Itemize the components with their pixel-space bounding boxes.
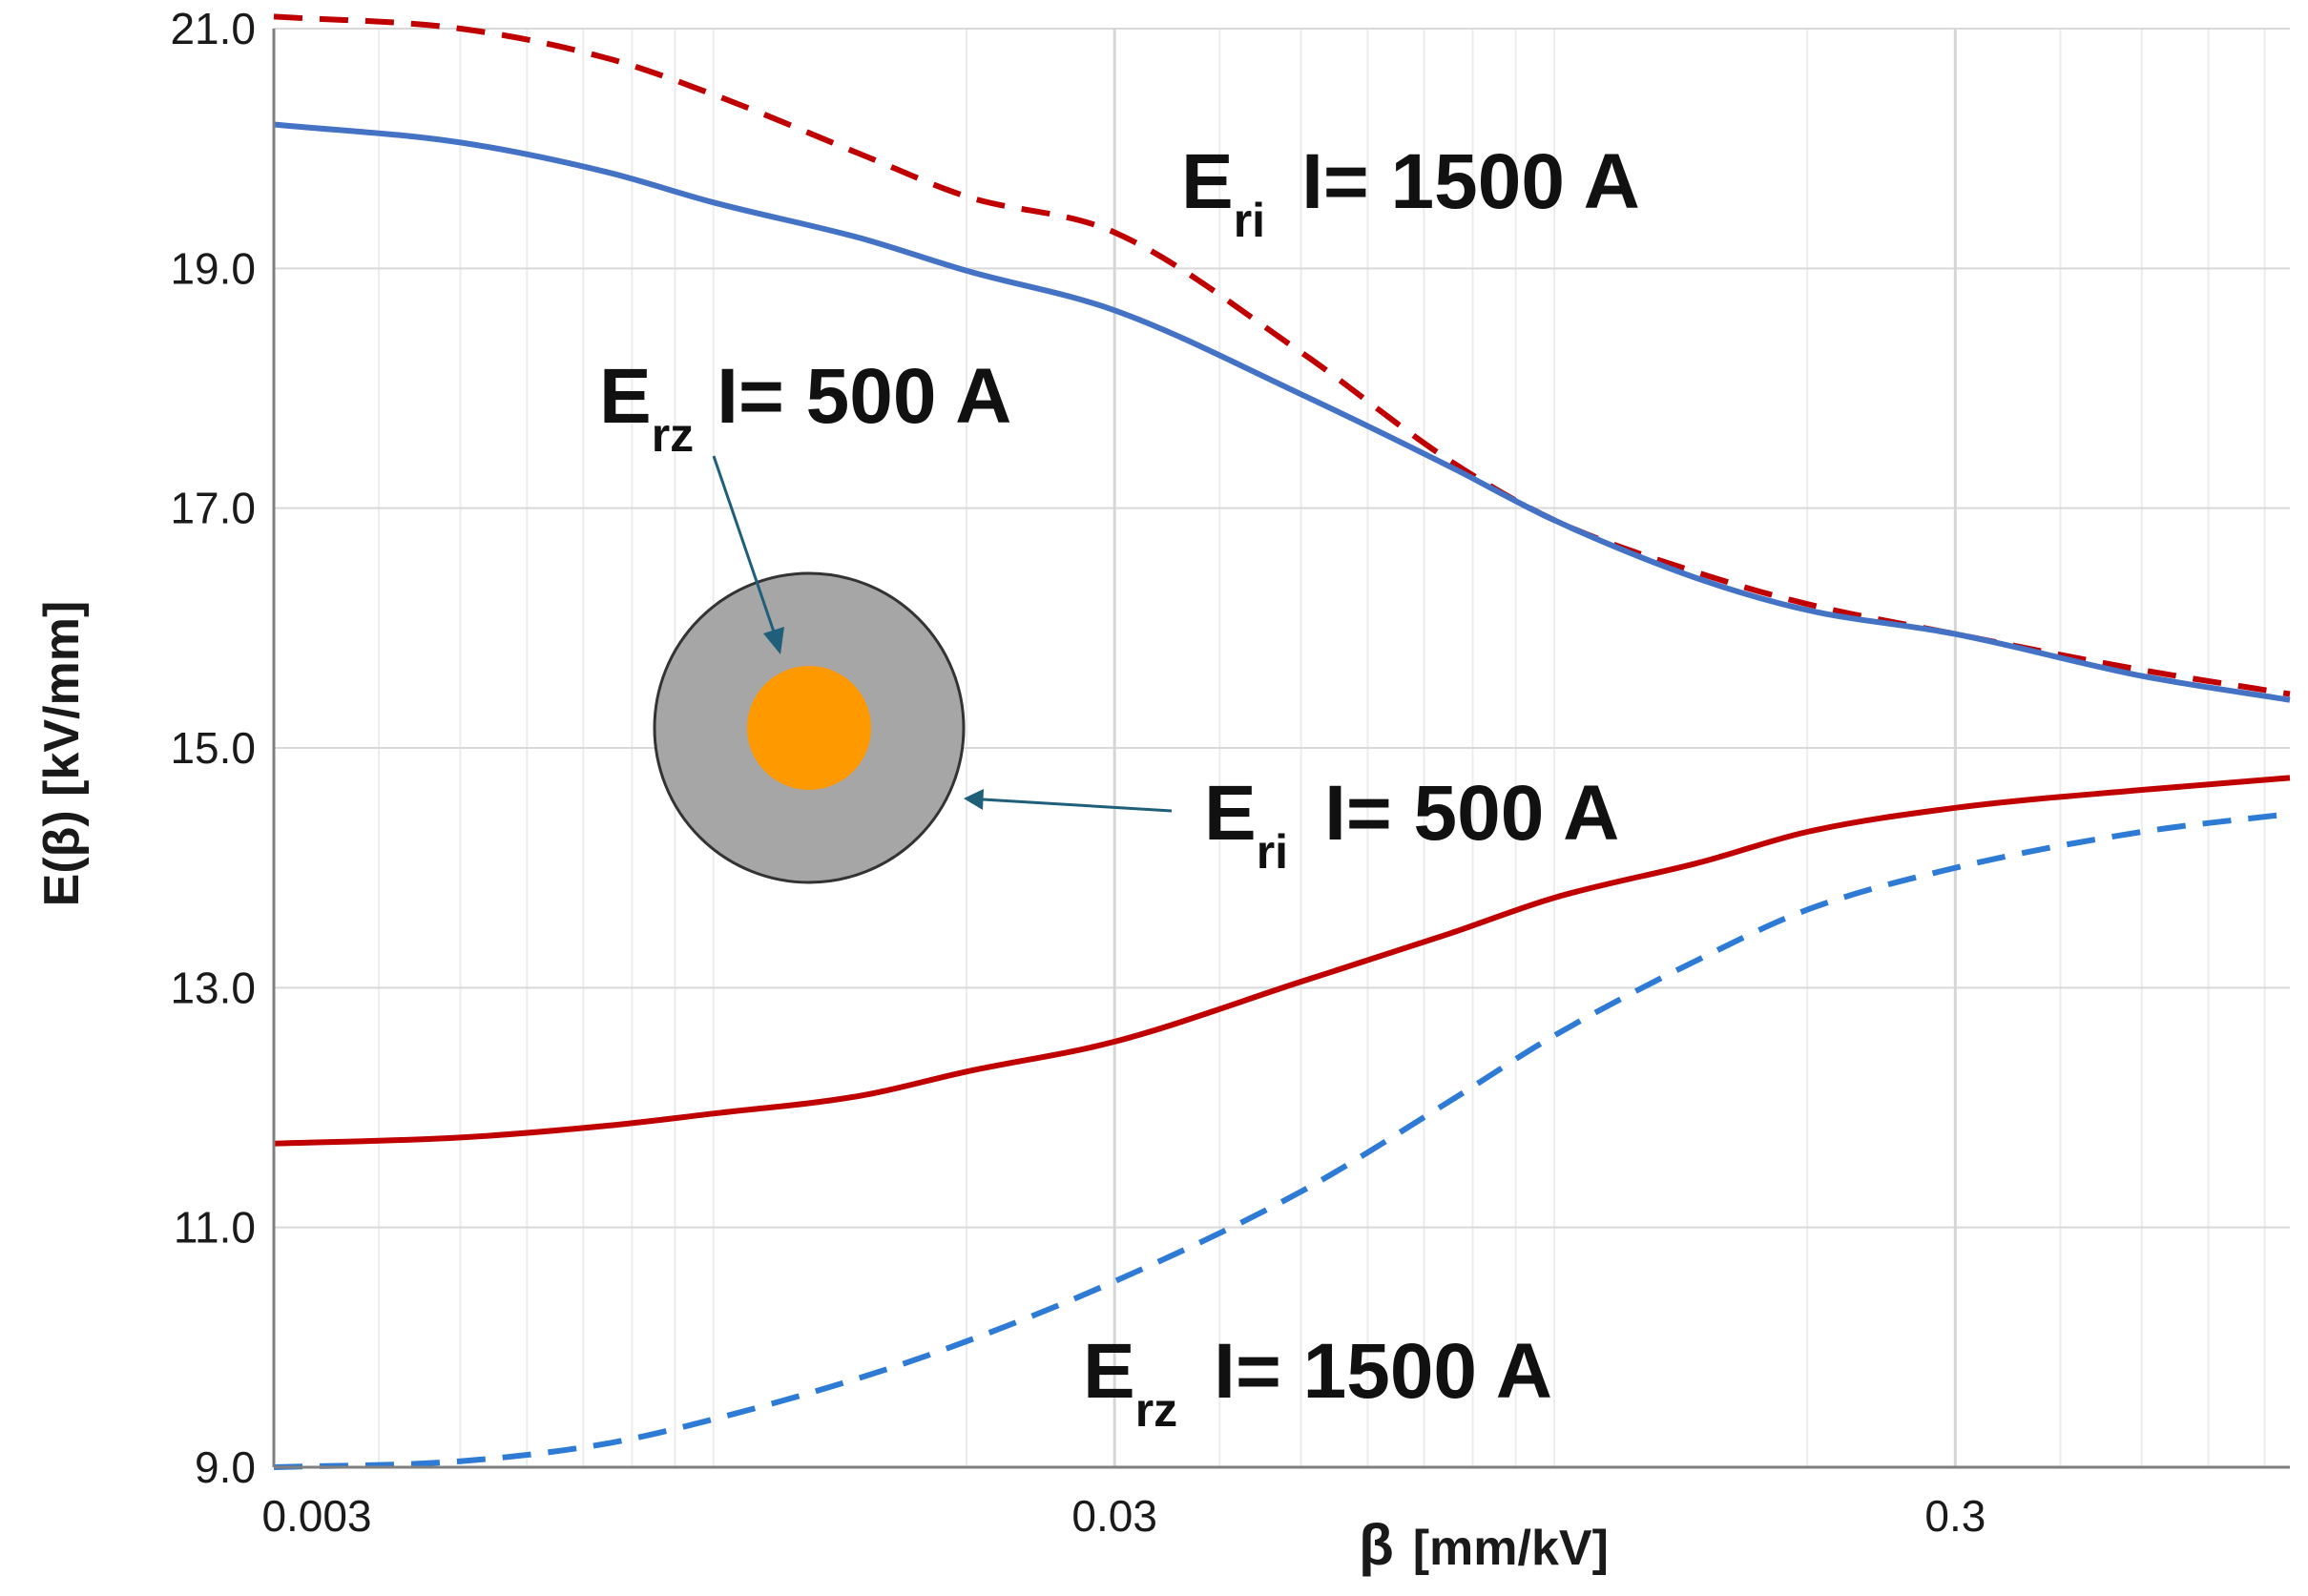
x-tick-labels: 0.003 0.03 0.3 [261, 1491, 1986, 1541]
y-tick-label: 17.0 [170, 484, 256, 533]
series-line-eri-i-500-a [273, 775, 2291, 1147]
x-tick-label: 0.003 [261, 1491, 371, 1541]
conductor-core [747, 666, 871, 790]
annotation-current: I= 1500 A [1301, 138, 1640, 225]
annotation-current: I= 1500 A [1214, 1328, 1552, 1415]
y-tick-label: 13.0 [170, 963, 256, 1012]
annotation-subscript: rz [652, 408, 694, 462]
annotation-subscript: rz [1135, 1383, 1177, 1437]
cable-cross-section [653, 455, 1173, 884]
series-line-eri-i-1500-a [273, 13, 2291, 697]
annotation-symbol: E [1204, 770, 1257, 857]
x-axis-unit: [mm/kV] [1413, 1521, 1609, 1576]
series-layer [273, 13, 2291, 1470]
x-axis-symbol: β [1359, 1513, 1394, 1577]
annotation-current: I= 500 A [717, 353, 1011, 440]
series-line-erz-i-1500-a [273, 811, 2291, 1470]
y-tick-label: 9.0 [195, 1442, 256, 1492]
y-tick-label: 11.0 [174, 1203, 256, 1253]
arrow-line-erz [712, 455, 778, 638]
x-tick-label: 0.3 [1924, 1491, 1986, 1541]
annotation-eri-1500: Eri I= 1500 A [1181, 138, 1640, 247]
annotation-erz-1500: Erz I= 1500 A [1083, 1328, 1552, 1437]
annotation-symbol: E [1181, 138, 1234, 225]
annotation-erz-500: Erz I= 500 A [599, 353, 1011, 462]
series-line-erz-i-500-a [273, 121, 2291, 703]
annotation-subscript: ri [1257, 825, 1288, 879]
major-gridlines [272, 28, 2290, 1468]
annotation-subscript: ri [1234, 194, 1265, 247]
arrow-head-erz [763, 627, 784, 654]
y-tick-label: 21.0 [170, 4, 256, 53]
axes-layer [272, 29, 2290, 1469]
y-tick-label: 19.0 [170, 243, 256, 293]
annotation-eri-500: Eri I= 500 A [1204, 770, 1619, 879]
annotation-current: I= 500 A [1324, 770, 1619, 857]
y-tick-label: 15.0 [170, 723, 256, 773]
annotation-symbol: E [1083, 1328, 1135, 1415]
arrow-line-eri [982, 798, 1173, 813]
y-axis-title: E(β) [kV/mm] [34, 601, 90, 907]
annotation-symbol: E [599, 353, 652, 440]
x-axis-title: β [mm/kV] [1359, 1513, 1609, 1577]
y-tick-labels: 9.0 11.0 13.0 15.0 17.0 19.0 21.0 [170, 4, 256, 1492]
arrow-head-eri [964, 789, 984, 810]
x-tick-label: 0.03 [1071, 1491, 1157, 1541]
